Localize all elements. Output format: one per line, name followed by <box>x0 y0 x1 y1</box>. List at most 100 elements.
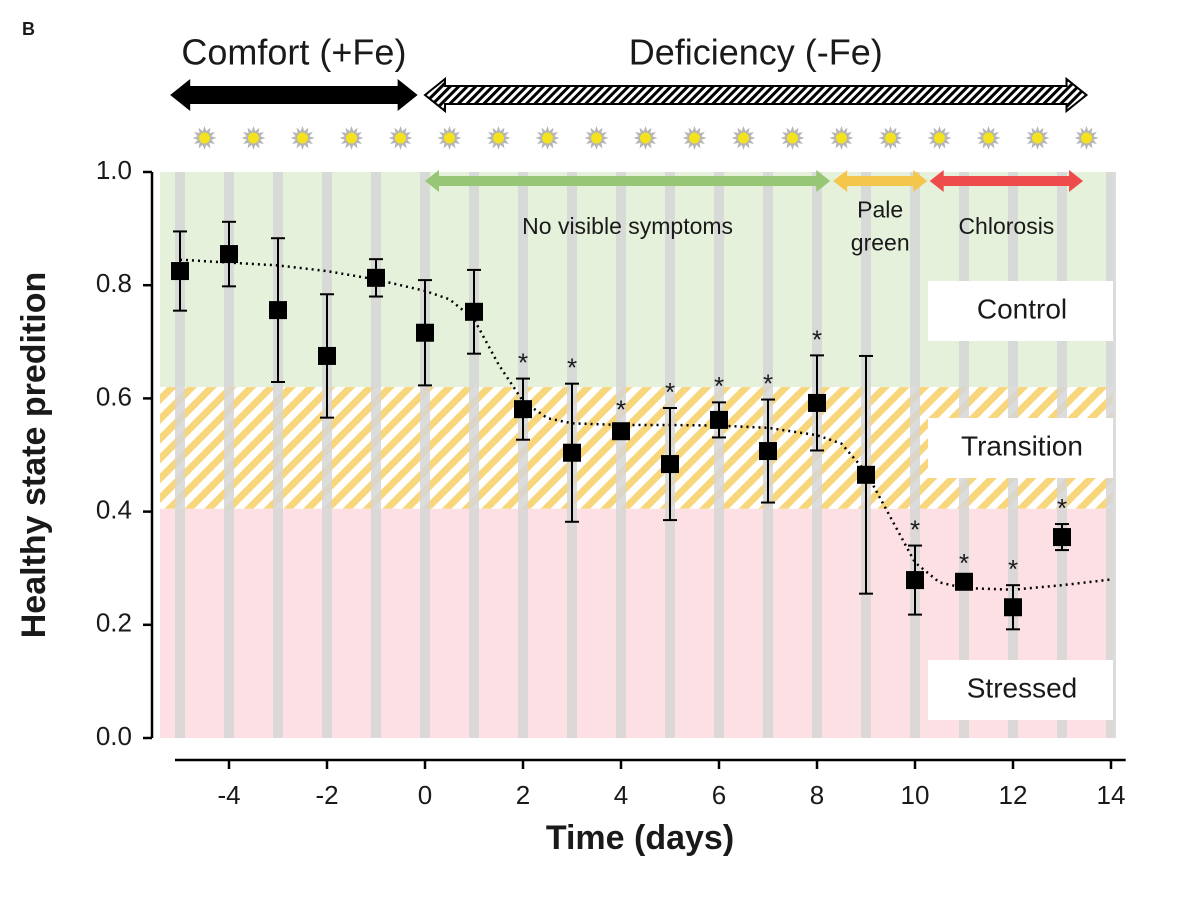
sun-icon <box>1081 132 1092 144</box>
significance-star: * <box>959 548 969 578</box>
data-point <box>465 302 483 321</box>
moon-icon <box>271 129 280 147</box>
y-tick-label: 0.8 <box>96 268 132 298</box>
sun-icon <box>885 132 896 144</box>
significance-star: * <box>910 514 920 544</box>
x-tick-label: 6 <box>712 780 726 810</box>
x-tick-label: 8 <box>810 780 824 810</box>
moon-icon <box>320 129 329 147</box>
sun-icon <box>836 132 847 144</box>
region-label-box <box>928 281 1113 341</box>
x-tick-label: 0 <box>418 780 432 810</box>
moon-icon <box>957 129 966 147</box>
significance-star: * <box>812 324 822 354</box>
data-point <box>661 455 679 474</box>
y-tick-label: 0.0 <box>96 721 132 751</box>
night-stripe <box>175 172 185 738</box>
moon-icon <box>663 129 672 147</box>
sun-icon <box>787 132 798 144</box>
data-point <box>759 442 777 461</box>
data-point <box>220 245 238 264</box>
moon-icon <box>810 129 819 147</box>
condition-label: Deficiency (-Fe) <box>629 32 883 73</box>
data-point <box>857 465 875 484</box>
night-stripe <box>322 172 332 738</box>
night-stripe <box>616 172 626 738</box>
sun-icon <box>395 132 406 144</box>
data-point <box>1053 528 1071 547</box>
significance-star: * <box>1057 493 1067 523</box>
data-point <box>367 268 385 287</box>
night-stripe <box>812 172 822 738</box>
sun-icon <box>199 132 210 144</box>
sun-icon <box>444 132 455 144</box>
region-label: Stressed <box>967 672 1078 703</box>
night-stripe <box>714 172 724 738</box>
sun-icon <box>542 132 553 144</box>
moon-icon <box>908 129 917 147</box>
condition-arrow <box>423 76 1089 114</box>
data-point <box>563 443 581 462</box>
region <box>160 172 1113 388</box>
phase-label: No visible symptoms <box>522 213 733 239</box>
data-point <box>416 323 434 342</box>
sun-icon <box>934 132 945 144</box>
phase-label: green <box>851 230 910 256</box>
x-tick-label: 10 <box>901 780 930 810</box>
moon-icon <box>761 129 770 147</box>
night-stripe <box>371 172 381 738</box>
sun-icon <box>493 132 504 144</box>
sun-icon <box>297 132 308 144</box>
night-stripe <box>469 172 479 738</box>
condition-label: Comfort (+Fe) <box>181 32 406 73</box>
significance-star: * <box>714 371 724 401</box>
moon-icon <box>516 129 525 147</box>
x-axis-title: Time (days) <box>546 819 734 857</box>
x-tick-label: 14 <box>1097 780 1126 810</box>
data-point <box>955 572 973 591</box>
x-tick-label: 4 <box>614 780 628 810</box>
moon-icon <box>369 129 378 147</box>
phase-label: Pale <box>857 197 903 223</box>
night-stripe <box>273 172 283 738</box>
moon-icon <box>173 129 182 147</box>
moon-icon <box>1104 129 1113 147</box>
moon-icon <box>1006 129 1015 147</box>
significance-star: * <box>518 347 528 377</box>
moon-icon <box>467 129 476 147</box>
y-axis-title: Healthy state predition <box>15 272 53 639</box>
significance-star: * <box>1008 554 1018 584</box>
x-tick-label: 12 <box>999 780 1028 810</box>
data-point <box>269 301 287 320</box>
condition-arrow <box>170 79 418 111</box>
sun-icon <box>346 132 357 144</box>
panel-label: B <box>22 19 35 39</box>
sun-icon <box>738 132 749 144</box>
sun-icon <box>248 132 259 144</box>
data-point <box>710 410 728 429</box>
sun-icon <box>640 132 651 144</box>
x-tick-label: -2 <box>315 780 338 810</box>
sun-icon <box>983 132 994 144</box>
significance-star: * <box>567 353 577 383</box>
moon-icon <box>418 129 427 147</box>
data-point <box>612 422 630 441</box>
night-stripe <box>420 172 430 738</box>
moon-icon <box>222 129 231 147</box>
region-label: Control <box>977 293 1067 324</box>
night-stripe <box>910 172 920 738</box>
phase-label: Chlorosis <box>958 213 1054 239</box>
moon-icon <box>614 129 623 147</box>
y-tick-label: 0.2 <box>96 608 132 638</box>
phase-arrow <box>425 170 831 192</box>
phase-arrow <box>833 170 928 192</box>
y-tick-label: 0.6 <box>96 381 132 411</box>
moon-icon <box>859 129 868 147</box>
y-tick-label: 1.0 <box>96 155 132 185</box>
moon-icon <box>565 129 574 147</box>
significance-star: * <box>665 377 675 407</box>
night-stripe <box>518 172 528 738</box>
region-label-box <box>928 418 1113 478</box>
region-label: Transition <box>961 430 1083 461</box>
